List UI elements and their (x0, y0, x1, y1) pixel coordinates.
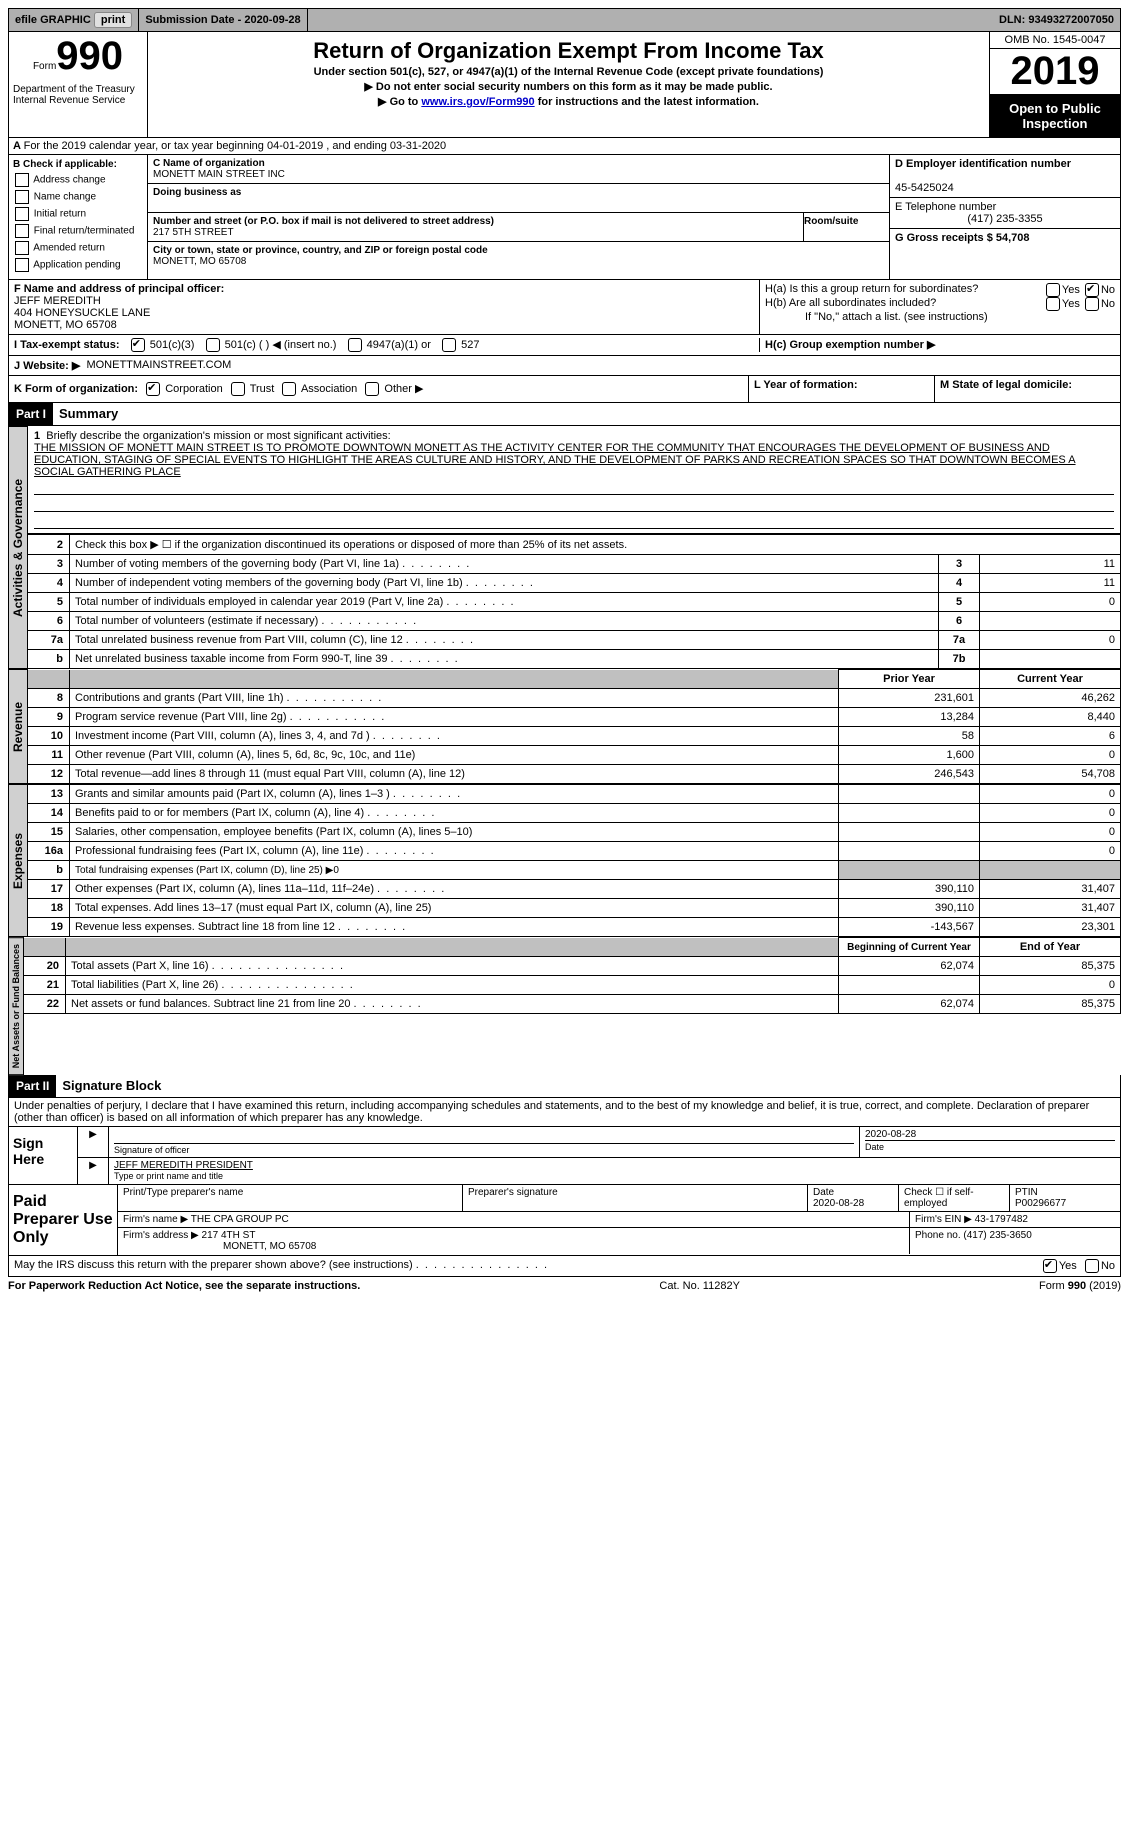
mission-block: 1 Briefly describe the organization's mi… (28, 426, 1121, 534)
table-row: 19Revenue less expenses. Subtract line 1… (28, 918, 1121, 937)
part1-header: Part I Summary (8, 403, 1121, 426)
ein-cell: D Employer identification number 45-5425… (890, 155, 1120, 198)
subtitle-2: ▶ Do not enter social security numbers o… (152, 80, 985, 93)
efile-label: efile GRAPHIC print (9, 9, 139, 31)
tab-revenue: Revenue (9, 669, 28, 784)
line-a: A For the 2019 calendar year, or tax yea… (8, 138, 1121, 155)
paid-preparer-label: Paid Preparer Use Only (9, 1185, 118, 1255)
table-row: 6Total number of volunteers (estimate if… (28, 612, 1121, 631)
table-row: 7aTotal unrelated business revenue from … (28, 631, 1121, 650)
city-cell: City or town, state or province, country… (148, 242, 889, 270)
declaration: Under penalties of perjury, I declare th… (8, 1098, 1121, 1127)
table-row: 20Total assets (Part X, line 16)62,07485… (24, 957, 1121, 976)
top-bar: efile GRAPHIC print Submission Date - 20… (8, 8, 1121, 32)
table-row: 5Total number of individuals employed in… (28, 593, 1121, 612)
table-row: 17Other expenses (Part IX, column (A), l… (28, 880, 1121, 899)
tab-activities: Activities & Governance (9, 426, 28, 669)
form-title: Return of Organization Exempt From Incom… (152, 38, 985, 64)
irs-link[interactable]: www.irs.gov/Form990 (421, 96, 534, 108)
page-footer: For Paperwork Reduction Act Notice, see … (8, 1277, 1121, 1295)
table-row: 12Total revenue—add lines 8 through 11 (… (28, 765, 1121, 784)
subtitle-1: Under section 501(c), 527, or 4947(a)(1)… (152, 66, 985, 78)
row-klm: K Form of organization: Corporation Trus… (8, 376, 1121, 403)
dba-cell: Doing business as (148, 184, 889, 213)
col-c: C Name of organization MONETT MAIN STREE… (148, 155, 890, 279)
year-block: OMB No. 1545-0047 2019 Open to Public In… (990, 32, 1120, 137)
table-row: 8Contributions and grants (Part VIII, li… (28, 689, 1121, 708)
net-assets-section: Net Assets or Fund Balances Beginning of… (8, 937, 1121, 1075)
title-block: Return of Organization Exempt From Incom… (148, 32, 990, 137)
table-row: 9Program service revenue (Part VIII, lin… (28, 708, 1121, 727)
table-row: 3Number of voting members of the governi… (28, 555, 1121, 574)
row-j: J Website: ▶ MONETTMAINSTREET.COM (8, 356, 1121, 376)
submission-date: Submission Date - 2020-09-28 (139, 9, 307, 31)
col-b: B Check if applicable: Address change Na… (9, 155, 148, 279)
table-row: 11Other revenue (Part VIII, column (A), … (28, 746, 1121, 765)
dept-label: Department of the Treasury Internal Reve… (13, 84, 143, 106)
tax-year: 2019 (990, 49, 1120, 95)
table-row: 10Investment income (Part VIII, column (… (28, 727, 1121, 746)
activities-governance: Activities & Governance 1 Briefly descri… (8, 426, 1121, 669)
form-header: Form990 Department of the Treasury Inter… (8, 32, 1121, 138)
part2-title: Signature Block (56, 1075, 1120, 1097)
tab-expenses: Expenses (9, 784, 28, 937)
lines-expenses: 13Grants and similar amounts paid (Part … (28, 784, 1121, 937)
dln-label: DLN: 93493272007050 (993, 9, 1120, 31)
address-cell: Number and street (or P.O. box if mail i… (148, 213, 889, 242)
expenses-section: Expenses 13Grants and similar amounts pa… (8, 784, 1121, 937)
phone-cell: E Telephone number (417) 235-3355 (890, 198, 1120, 229)
tab-net-assets: Net Assets or Fund Balances (9, 937, 24, 1075)
row-fh: F Name and address of principal officer:… (8, 280, 1121, 335)
lines-net-assets: Beginning of Current YearEnd of Year 20T… (24, 937, 1121, 1014)
line-2: 2Check this box ▶ ☐ if the organization … (28, 535, 1121, 555)
table-row: 21Total liabilities (Part X, line 26)0 (24, 976, 1121, 995)
table-row: 16aProfessional fundraising fees (Part I… (28, 842, 1121, 861)
gross-cell: G Gross receipts $ 54,708 (890, 229, 1120, 247)
section-bcd: B Check if applicable: Address change Na… (8, 155, 1121, 280)
table-row: 4Number of independent voting members of… (28, 574, 1121, 593)
officer-block: F Name and address of principal officer:… (9, 280, 760, 334)
table-row: 15Salaries, other compensation, employee… (28, 823, 1121, 842)
part1-label: Part I (9, 403, 53, 425)
omb-number: OMB No. 1545-0047 (990, 32, 1120, 49)
subtitle-3: ▶ Go to www.irs.gov/Form990 for instruct… (152, 95, 985, 108)
table-row: 22Net assets or fund balances. Subtract … (24, 995, 1121, 1014)
row-i: I Tax-exempt status: 501(c)(3) 501(c) ( … (8, 335, 1121, 356)
group-exemption: H(c) Group exemption number ▶ (760, 338, 1115, 352)
arrow-icon: ▶ (78, 1127, 109, 1157)
table-row: bNet unrelated business taxable income f… (28, 650, 1121, 669)
print-button[interactable]: print (94, 12, 132, 28)
org-name-cell: C Name of organization MONETT MAIN STREE… (148, 155, 889, 184)
part2-header: Part II Signature Block (8, 1075, 1121, 1098)
group-return-block: H(a) Is this a group return for subordin… (760, 280, 1120, 334)
open-to-public: Open to Public Inspection (990, 95, 1120, 137)
table-row: 14Benefits paid to or for members (Part … (28, 804, 1121, 823)
revenue-section: Revenue Prior YearCurrent Year 8Contribu… (8, 669, 1121, 784)
part2-label: Part II (9, 1075, 56, 1097)
form-number-block: Form990 Department of the Treasury Inter… (9, 32, 148, 137)
sign-here-section: Sign Here ▶ Signature of officer 2020-08… (8, 1127, 1121, 1185)
sign-here-label: Sign Here (9, 1127, 78, 1184)
paid-preparer-section: Paid Preparer Use Only Print/Type prepar… (8, 1185, 1121, 1256)
table-row: 18Total expenses. Add lines 13–17 (must … (28, 899, 1121, 918)
col-d: D Employer identification number 45-5425… (890, 155, 1120, 279)
table-row: 13Grants and similar amounts paid (Part … (28, 785, 1121, 804)
discuss-row: May the IRS discuss this return with the… (8, 1256, 1121, 1277)
lines-revenue: Prior YearCurrent Year 8Contributions an… (28, 669, 1121, 784)
lines-ag: 2Check this box ▶ ☐ if the organization … (28, 534, 1121, 669)
table-row: bTotal fundraising expenses (Part IX, co… (28, 861, 1121, 880)
part1-title: Summary (53, 403, 1120, 425)
arrow-icon: ▶ (78, 1158, 109, 1184)
